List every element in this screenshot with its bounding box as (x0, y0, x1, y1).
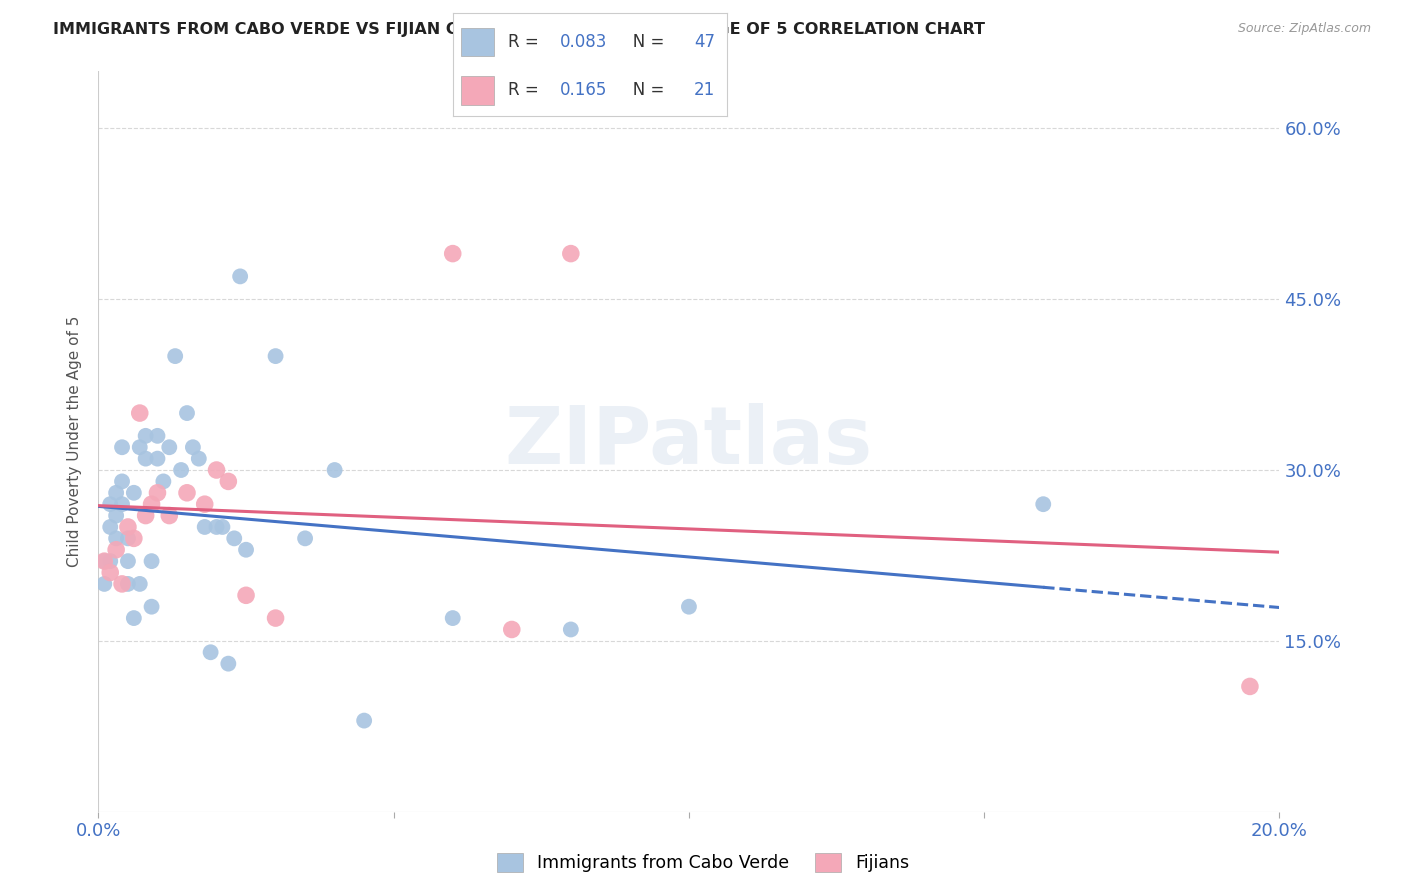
Point (146, 429, 169, 443)
Point (105, 532, 128, 546)
Point (1032, 497, 1054, 511)
Point (122, 485, 145, 500)
Point (294, 532, 316, 546)
Point (128, 577, 150, 591)
Point (217, 475, 239, 489)
Point (117, 532, 139, 546)
Point (235, 588, 257, 602)
Text: Source: ZipAtlas.com: Source: ZipAtlas.com (1237, 22, 1371, 36)
Point (1239, 680, 1261, 694)
Point (560, 246, 582, 260)
Point (111, 497, 134, 511)
Point (93, 554, 115, 568)
Point (165, 349, 187, 363)
Text: 21: 21 (695, 81, 716, 99)
Text: 0.083: 0.083 (560, 33, 607, 51)
Bar (461, 28, 494, 56)
Point (105, 508, 128, 523)
Point (176, 406, 198, 420)
Bar (461, 76, 494, 104)
Point (181, 440, 204, 454)
Point (200, 645, 222, 659)
Point (93, 577, 115, 591)
Point (217, 657, 239, 671)
Text: ZIPatlas: ZIPatlas (505, 402, 873, 481)
Y-axis label: Child Poverty Under the Age of 5: Child Poverty Under the Age of 5 (67, 316, 83, 567)
Point (128, 406, 150, 420)
Point (111, 475, 134, 489)
Point (678, 599, 700, 614)
Point (501, 623, 523, 637)
Point (229, 269, 252, 284)
Text: 0.165: 0.165 (560, 81, 607, 99)
Point (264, 611, 287, 625)
Point (353, 714, 375, 728)
Text: R =: R = (508, 33, 544, 51)
Point (98, 497, 121, 511)
Point (122, 532, 145, 546)
Point (111, 577, 134, 591)
Point (187, 451, 209, 466)
Point (146, 485, 169, 500)
Point (105, 485, 128, 500)
Point (157, 440, 180, 454)
Point (111, 440, 134, 454)
Point (135, 451, 157, 466)
Point (441, 611, 464, 625)
Point (176, 485, 198, 500)
Point (122, 611, 145, 625)
Point (170, 463, 193, 477)
Text: IMMIGRANTS FROM CABO VERDE VS FIJIAN CHILD POVERTY UNDER THE AGE OF 5 CORRELATIO: IMMIGRANTS FROM CABO VERDE VS FIJIAN CHI… (53, 22, 986, 37)
Point (141, 599, 163, 614)
Legend: Immigrants from Cabo Verde, Fijians: Immigrants from Cabo Verde, Fijians (489, 846, 917, 879)
Point (152, 475, 174, 489)
Point (117, 554, 139, 568)
Point (194, 520, 217, 534)
Point (93, 554, 115, 568)
Point (560, 623, 582, 637)
Point (117, 520, 139, 534)
Point (141, 497, 163, 511)
Point (146, 451, 169, 466)
Point (117, 577, 139, 591)
Text: N =: N = (617, 33, 669, 51)
Point (105, 542, 128, 557)
Point (98, 554, 121, 568)
Text: N =: N = (617, 81, 669, 99)
Point (157, 508, 180, 523)
Point (135, 429, 157, 443)
Point (264, 349, 287, 363)
Point (441, 246, 464, 260)
Point (141, 554, 163, 568)
Text: 47: 47 (695, 33, 716, 51)
Point (323, 463, 346, 477)
Point (205, 520, 228, 534)
Point (135, 508, 157, 523)
Point (128, 440, 150, 454)
Point (98, 566, 121, 580)
Point (224, 532, 246, 546)
Point (211, 520, 233, 534)
Text: R =: R = (508, 81, 544, 99)
Point (205, 463, 228, 477)
Point (98, 520, 121, 534)
Point (235, 542, 257, 557)
Point (194, 497, 217, 511)
